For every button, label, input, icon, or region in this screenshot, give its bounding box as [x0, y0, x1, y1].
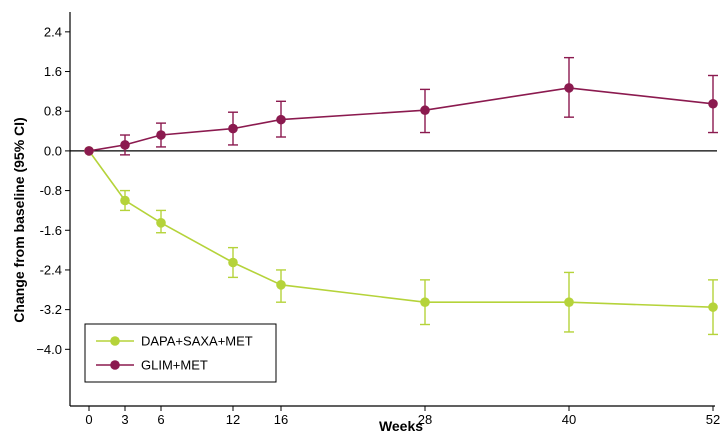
data-point	[564, 297, 574, 307]
legend-item: GLIM+MET	[96, 358, 208, 373]
y-tick-label: 0.0	[44, 143, 62, 158]
data-point	[228, 257, 238, 268]
y-tick-label: -0.8	[40, 183, 62, 198]
legend-item: DAPA+SAXA+MET	[96, 334, 253, 349]
x-tick-label: 0	[85, 412, 92, 427]
data-point	[156, 130, 166, 140]
data-point	[156, 218, 166, 228]
series-0	[84, 146, 718, 336]
y-tick-label: -1.6	[40, 223, 62, 238]
y-tick-label: -2.4	[40, 262, 62, 277]
y-axis-title: Change from baseline (95% CI)	[11, 117, 27, 322]
legend-swatch-marker	[110, 336, 120, 346]
y-tick-label: 0.8	[44, 104, 62, 119]
data-point	[708, 302, 718, 312]
y-tick-label: -3.2	[40, 302, 62, 317]
data-point	[420, 297, 430, 307]
series-line	[88, 150, 714, 308]
series-line	[88, 87, 714, 152]
x-tick-label: 16	[274, 412, 288, 427]
data-point	[708, 98, 718, 109]
data-point	[276, 280, 286, 290]
legend: DAPA+SAXA+MET GLIM+MET	[84, 323, 277, 383]
data-point	[564, 83, 574, 93]
data-point	[420, 105, 430, 116]
y-tick-label: 2.4	[44, 24, 62, 39]
x-tick-label: 6	[157, 412, 164, 427]
legend-label: GLIM+MET	[141, 358, 208, 373]
data-point	[276, 114, 286, 125]
y-tick-label: 1.6	[44, 64, 62, 79]
data-point	[120, 195, 130, 206]
legend-label: DAPA+SAXA+MET	[141, 334, 253, 349]
legend-swatch-marker	[110, 360, 120, 370]
x-axis-title: Weeks	[379, 418, 423, 434]
data-point	[120, 140, 130, 150]
x-tick-label: 12	[226, 412, 240, 427]
y-tick-label: −4.0	[36, 342, 62, 357]
x-tick-label: 52	[706, 412, 720, 427]
x-tick-label: 40	[562, 412, 576, 427]
x-tick-label: 28	[418, 412, 432, 427]
legend-box	[84, 323, 277, 383]
data-point	[228, 123, 238, 134]
data-point	[84, 146, 94, 156]
series-1	[84, 56, 718, 156]
x-tick-label: 3	[121, 412, 128, 427]
